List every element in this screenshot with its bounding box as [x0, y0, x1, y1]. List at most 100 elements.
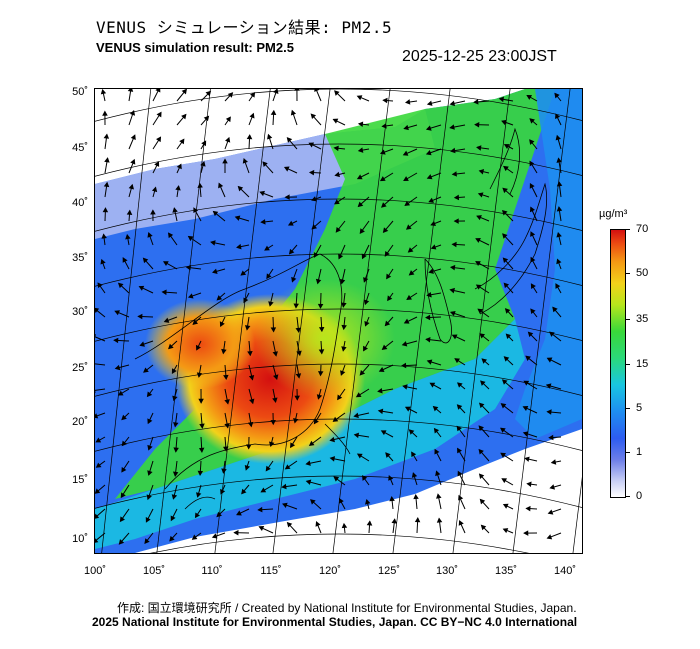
wind-arrowhead	[146, 391, 153, 398]
wind-arrowhead	[525, 355, 531, 361]
wind-arrowhead	[173, 422, 179, 428]
wind-arrowhead	[210, 240, 216, 246]
wind-arrowhead	[451, 171, 457, 177]
colorbar-tick	[625, 273, 630, 274]
wind-arrowhead	[480, 380, 486, 386]
wind-arrowhead	[478, 448, 484, 455]
wind-arrowhead	[196, 372, 203, 378]
wind-arrowhead	[333, 145, 339, 152]
colorbar-tick-label: 50	[636, 267, 649, 279]
wind-arrowhead	[103, 181, 110, 188]
wind-arrowhead	[432, 405, 439, 412]
wind-arrowhead	[353, 412, 359, 419]
wind-arrowhead	[316, 394, 323, 400]
wind-arrowhead	[100, 258, 106, 265]
meridian-line	[392, 89, 451, 553]
wind-arrowhead	[102, 110, 108, 116]
wind-arrowhead	[122, 257, 128, 263]
wind-arrowhead	[389, 495, 395, 502]
wind-arrowhead	[121, 467, 127, 473]
wind-arrowhead	[248, 375, 255, 381]
wind-arrowhead	[315, 278, 322, 285]
wind-arrowhead	[227, 92, 234, 98]
wind-arrowhead	[556, 157, 562, 163]
meridian-line	[156, 89, 211, 553]
wind-arrowhead	[308, 169, 315, 176]
wind-arrowhead	[117, 390, 124, 396]
wind-arrowhead	[162, 261, 169, 266]
wind-arrowhead	[529, 160, 535, 167]
wind-arrowhead	[502, 503, 509, 509]
wind-arrowhead	[268, 301, 274, 307]
wind-arrowhead	[259, 190, 265, 197]
wind-arrowhead	[216, 295, 223, 301]
wind-arrowhead	[172, 471, 179, 477]
wind-arrowhead	[474, 121, 480, 128]
wind-arrowhead	[205, 90, 212, 97]
wind-arrowhead	[314, 89, 320, 92]
wind-arrowhead	[502, 187, 508, 194]
meridian-line	[572, 476, 582, 553]
wind-arrowhead	[144, 538, 150, 545]
wind-arrowhead	[478, 473, 485, 480]
wind-arrowhead	[318, 326, 325, 333]
wind-arrowhead	[426, 291, 432, 298]
wind-arrowhead	[287, 220, 294, 226]
wind-arrowhead	[169, 535, 175, 542]
wind-arrowhead	[381, 344, 388, 350]
sea-east	[515, 89, 582, 439]
wind-arrowhead	[546, 534, 553, 540]
wind-arrowhead	[549, 484, 556, 490]
wind-arrowhead	[524, 456, 530, 462]
wind-arrowhead	[500, 452, 506, 458]
wind-arrowhead	[305, 479, 312, 485]
wind-arrowhead	[104, 157, 110, 163]
wind-arrowhead	[260, 487, 267, 493]
wind-arrowhead	[502, 528, 509, 534]
wind-arrowhead	[294, 89, 300, 91]
wind-arrowhead	[450, 147, 456, 154]
wind-arrowhead	[530, 283, 536, 289]
wind-arrowhead	[294, 395, 300, 401]
wind-arrowhead	[249, 398, 255, 405]
wind-arrowhead	[286, 137, 293, 143]
wind-arrowhead	[246, 444, 252, 450]
wind-arrowhead	[380, 430, 387, 436]
wind-arrowhead	[554, 92, 560, 99]
wind-arrowhead	[363, 345, 368, 352]
wind-arrowhead	[216, 511, 222, 518]
wind-arrowhead	[181, 113, 187, 120]
wind-arrowhead	[246, 134, 253, 140]
wind-arrowhead	[265, 465, 271, 472]
wind-arrowhead	[240, 270, 247, 276]
colorbar-tick-label: 35	[636, 313, 649, 325]
wind-arrowhead	[503, 165, 509, 172]
wind-arrowhead	[387, 295, 393, 302]
wind-arrowhead	[555, 113, 561, 120]
wind-arrowhead	[449, 287, 455, 294]
lon-label: 115˚	[260, 565, 282, 577]
wind-arrowhead	[260, 219, 266, 225]
wind-arrowhead	[550, 459, 557, 465]
wind-arrowhead	[480, 524, 487, 531]
wind-arrowhead	[530, 256, 536, 263]
wind-arrowhead	[197, 470, 204, 477]
wind-arrowhead	[341, 346, 347, 352]
wind-arrowhead	[475, 284, 482, 290]
wind-arrowhead	[450, 310, 456, 317]
wind-arrowhead	[119, 516, 125, 523]
wind-arrowhead	[382, 227, 389, 234]
wind-arrowhead	[296, 350, 302, 357]
wind-arrowhead	[128, 183, 134, 190]
wind-arrowhead	[430, 220, 436, 227]
parallel-line	[95, 89, 582, 122]
wind-arrowhead	[529, 139, 535, 145]
wind-arrowhead	[311, 224, 318, 230]
lat-label: 15˚	[72, 474, 88, 486]
colorbar-tick-label: 1	[636, 446, 643, 458]
wind-arrowhead	[315, 521, 321, 527]
wind-arrow	[95, 336, 106, 342]
wind-arrowhead	[138, 285, 145, 291]
wind-arrowhead	[379, 176, 386, 182]
wind-arrowhead	[333, 476, 340, 482]
